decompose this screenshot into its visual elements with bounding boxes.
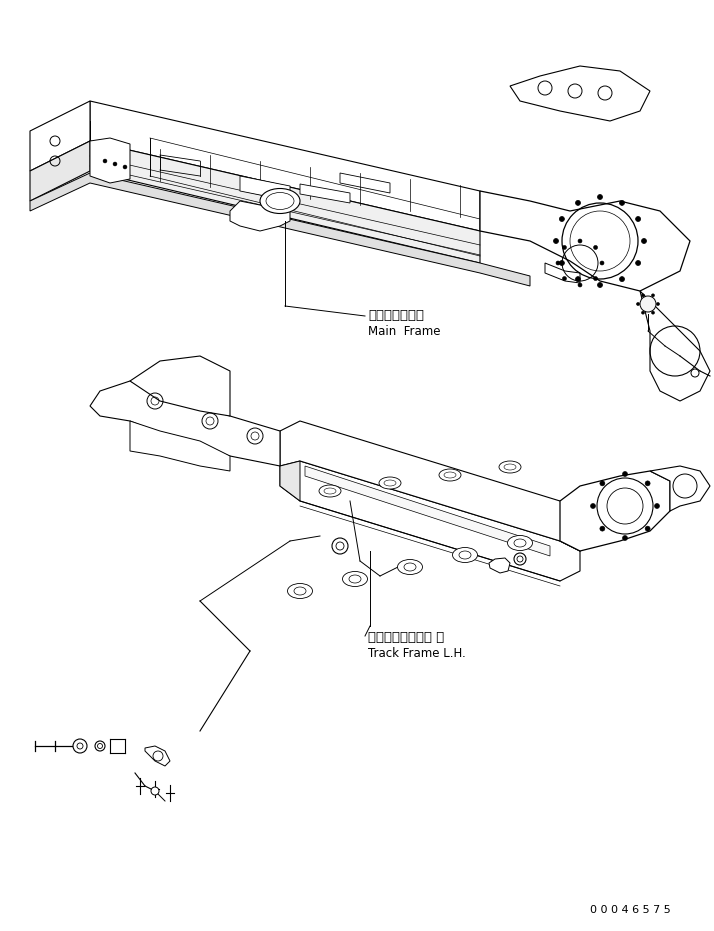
Circle shape <box>578 239 582 243</box>
Ellipse shape <box>439 469 461 481</box>
Ellipse shape <box>260 188 300 213</box>
Polygon shape <box>480 191 690 291</box>
Polygon shape <box>90 141 480 263</box>
Polygon shape <box>640 291 710 401</box>
Circle shape <box>593 246 598 250</box>
Ellipse shape <box>343 572 368 587</box>
Circle shape <box>600 261 604 265</box>
Circle shape <box>620 277 625 281</box>
Circle shape <box>600 526 605 531</box>
Polygon shape <box>230 201 290 231</box>
Circle shape <box>656 303 660 305</box>
Circle shape <box>332 538 348 554</box>
Circle shape <box>113 162 117 166</box>
Polygon shape <box>130 356 230 416</box>
Circle shape <box>691 369 699 377</box>
Polygon shape <box>30 141 90 201</box>
Ellipse shape <box>288 584 313 599</box>
Polygon shape <box>90 381 280 466</box>
Polygon shape <box>560 471 670 551</box>
Text: トラックフレーム 左: トラックフレーム 左 <box>368 631 444 644</box>
Ellipse shape <box>453 547 478 562</box>
Polygon shape <box>30 173 530 286</box>
Circle shape <box>559 217 564 222</box>
Polygon shape <box>300 184 350 203</box>
Polygon shape <box>30 101 90 171</box>
Polygon shape <box>280 461 300 501</box>
Circle shape <box>641 311 645 314</box>
Polygon shape <box>90 101 480 231</box>
Polygon shape <box>90 138 130 183</box>
Circle shape <box>645 526 650 531</box>
Circle shape <box>655 504 660 508</box>
Polygon shape <box>280 421 620 551</box>
Circle shape <box>635 217 640 222</box>
Polygon shape <box>545 263 580 283</box>
Circle shape <box>73 739 87 753</box>
Circle shape <box>563 246 566 250</box>
Polygon shape <box>305 466 550 556</box>
Circle shape <box>640 296 656 312</box>
Circle shape <box>645 481 650 486</box>
Ellipse shape <box>508 535 533 550</box>
Polygon shape <box>489 558 510 573</box>
Polygon shape <box>145 746 170 766</box>
Circle shape <box>95 741 105 751</box>
Polygon shape <box>240 176 290 201</box>
Polygon shape <box>650 466 710 511</box>
Circle shape <box>636 303 640 305</box>
Circle shape <box>578 283 582 287</box>
Ellipse shape <box>379 477 401 489</box>
Circle shape <box>590 504 595 508</box>
Circle shape <box>563 277 566 280</box>
Circle shape <box>575 277 580 281</box>
Circle shape <box>623 471 628 477</box>
Circle shape <box>151 787 159 795</box>
Polygon shape <box>280 461 580 581</box>
Text: メインフレーム: メインフレーム <box>368 309 424 322</box>
Circle shape <box>553 238 558 244</box>
Circle shape <box>575 200 580 206</box>
Circle shape <box>623 535 628 541</box>
Circle shape <box>103 159 107 163</box>
Circle shape <box>641 238 646 244</box>
Polygon shape <box>510 66 650 121</box>
Circle shape <box>556 261 560 265</box>
Circle shape <box>635 261 640 265</box>
Circle shape <box>598 282 603 288</box>
Ellipse shape <box>398 560 423 574</box>
Circle shape <box>651 294 655 297</box>
Circle shape <box>620 200 625 206</box>
Ellipse shape <box>319 485 341 497</box>
Circle shape <box>123 165 127 169</box>
Circle shape <box>593 277 598 280</box>
Text: Main  Frame: Main Frame <box>368 325 441 338</box>
Circle shape <box>600 481 605 486</box>
Text: Track Frame L.H.: Track Frame L.H. <box>368 647 466 660</box>
Circle shape <box>651 311 655 314</box>
Circle shape <box>514 553 526 565</box>
Circle shape <box>598 195 603 199</box>
Circle shape <box>559 261 564 265</box>
Polygon shape <box>130 421 230 471</box>
Text: 0 0 0 4 6 5 7 5: 0 0 0 4 6 5 7 5 <box>590 905 670 915</box>
Circle shape <box>641 294 645 297</box>
Ellipse shape <box>499 461 521 473</box>
